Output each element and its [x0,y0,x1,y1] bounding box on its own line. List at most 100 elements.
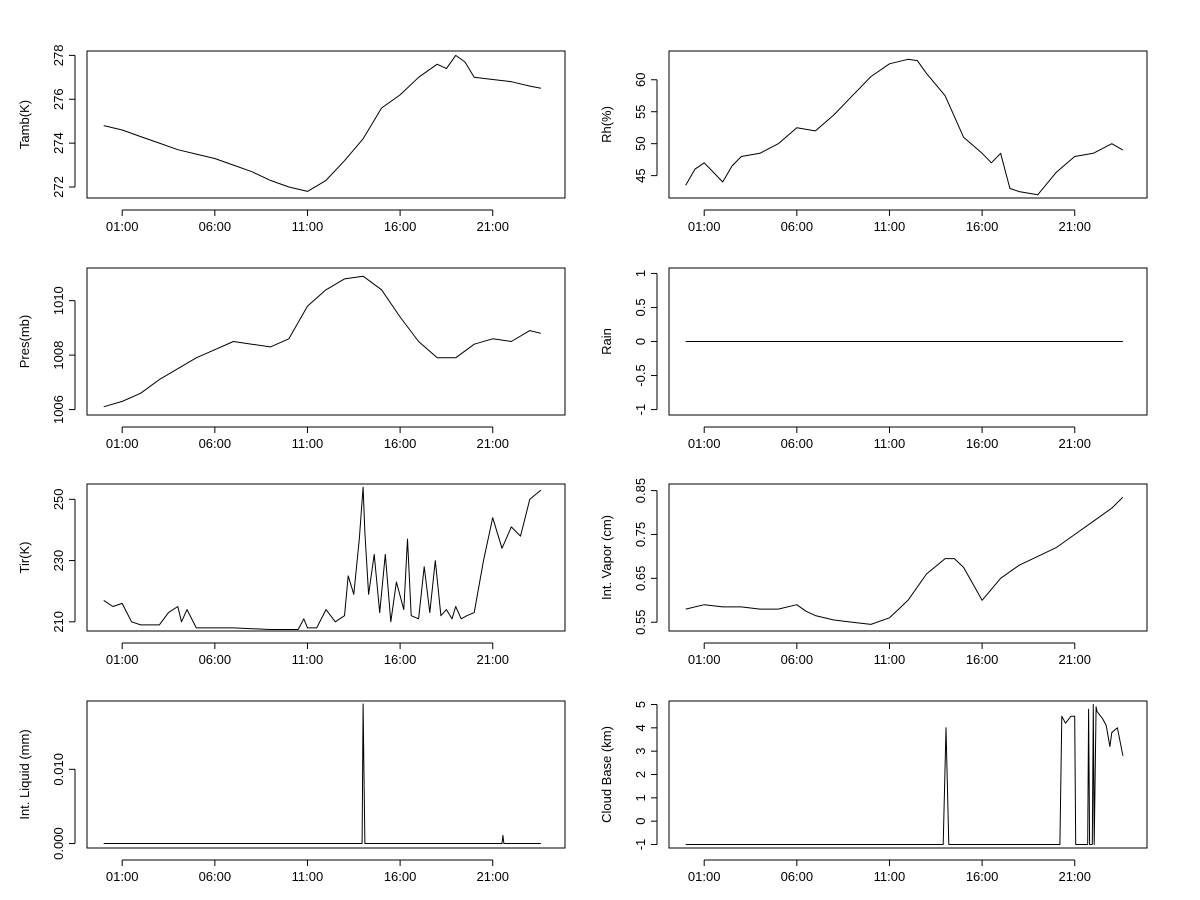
x-tick-label: 06:00 [781,436,814,451]
y-tick-label: 1 [633,270,648,277]
y-tick-label: 1006 [51,395,66,424]
y-tick-label: 230 [51,550,66,572]
x-tick-label: 16:00 [966,436,999,451]
series-line-1 [685,704,1124,845]
plot-frame [86,483,566,632]
plot-frame [668,700,1148,849]
x-tick-label: 16:00 [966,652,999,667]
y-tick-label: 1008 [51,341,66,370]
y-tick-label: 0 [633,818,648,825]
series-line-1 [103,703,541,844]
y-tick-label: 272 [51,176,66,198]
y-tick-label: 0.75 [633,522,648,547]
plot-frame [86,700,566,849]
x-tick-label: 11:00 [292,869,324,884]
x-tick-label: 11:00 [874,652,906,667]
y-tick-label: 0.85 [633,478,648,503]
x-tick-label: 01:00 [688,869,721,884]
y-tick-label: 0 [633,338,648,345]
panel-4: 01:00 06:00 11:00 16:00 21:00 -1 -0.5 0 0.5 1 Rain [599,267,1148,451]
x-tick-label: 11:00 [874,436,906,451]
y-axis-title: Rh(%) [599,106,614,143]
x-tick-label: 01:00 [106,652,139,667]
x-tick-label: 16:00 [384,869,417,884]
y-axis-title: Int. Vapor (cm) [599,515,614,600]
x-tick-label: 01:00 [106,219,139,234]
y-tick-label: 1 [633,794,648,801]
plot-frame [668,483,1148,632]
x-tick-label: 11:00 [292,219,324,234]
y-axis-title: Pres(mb) [17,315,32,368]
panel-6: 01:00 06:00 11:00 16:00 21:00 0.55 0.65 0.75 0.8… [599,478,1148,667]
y-tick-label: 0.5 [633,298,648,316]
x-tick-label: 16:00 [384,436,417,451]
x-tick-label: 01:00 [106,436,139,451]
y-tick-label: 278 [51,45,66,67]
panel-3: 01:00 06:00 11:00 16:00 21:00 1006 1008 1010 Pre… [17,267,566,451]
x-tick-label: 11:00 [874,869,906,884]
x-tick-label: 11:00 [874,219,906,234]
x-tick-label: 21:00 [1058,652,1091,667]
y-tick-label: 45 [633,168,648,182]
x-tick-label: 06:00 [781,219,814,234]
y-axis-title: Rain [599,328,614,355]
x-tick-label: 21:00 [1058,219,1091,234]
y-tick-label: 0.000 [51,827,66,860]
series-line-1 [685,496,1124,625]
y-tick-label: 4 [633,724,648,731]
y-tick-label: -0.5 [633,364,648,386]
x-tick-label: 16:00 [384,219,417,234]
y-tick-label: -1 [633,404,648,416]
x-tick-label: 01:00 [688,652,721,667]
x-tick-label: 06:00 [199,869,232,884]
x-tick-label: 21:00 [476,219,509,234]
plot-frame [668,267,1148,416]
x-tick-label: 06:00 [781,869,814,884]
plot-frame [86,267,566,416]
y-tick-label: 60 [633,73,648,87]
x-tick-label: 21:00 [476,869,509,884]
y-axis-title: Tir(K) [17,541,32,573]
y-tick-label: -1 [633,839,648,851]
x-tick-label: 06:00 [199,652,232,667]
x-tick-label: 06:00 [199,436,232,451]
y-tick-label: 5 [633,701,648,708]
x-tick-label: 06:00 [781,652,814,667]
y-tick-label: 3 [633,748,648,755]
series-line-1 [103,275,542,408]
x-tick-label: 11:00 [292,652,324,667]
x-tick-label: 21:00 [1058,869,1091,884]
panel-5: 01:00 06:00 11:00 16:00 21:00 210 230 250 Tir(K) [17,483,566,667]
panel-7: 01:00 06:00 11:00 16:00 21:00 0.000 0.010 Int. … [17,700,566,884]
x-tick-label: 21:00 [476,652,509,667]
panel-8: 01:00 06:00 11:00 16:00 21:00 -1 0 1 2 3 4 5 Cloud B… [599,700,1148,884]
x-tick-label: 01:00 [688,219,721,234]
y-tick-label: 55 [633,104,648,118]
x-tick-label: 16:00 [966,219,999,234]
series-line-1 [103,54,541,192]
x-tick-label: 16:00 [384,652,417,667]
x-tick-label: 21:00 [1058,436,1091,451]
y-tick-label: 210 [51,611,66,633]
x-tick-label: 01:00 [688,436,721,451]
x-tick-label: 11:00 [292,436,324,451]
x-tick-label: 01:00 [106,869,139,884]
y-tick-label: 0.65 [633,566,648,591]
y-tick-label: 276 [51,88,66,110]
y-tick-label: 0.010 [51,753,66,786]
plot-frame [86,50,566,199]
y-tick-label: 2 [633,771,648,778]
series-line-1 [685,58,1124,196]
y-axis-title: Int. Liquid (mm) [17,729,32,819]
y-tick-label: 1010 [51,286,66,315]
x-tick-label: 16:00 [966,869,999,884]
panel-2: 01:00 06:00 11:00 16:00 21:00 45 50 55 60 Rh(%) [599,50,1148,234]
y-tick-label: 250 [51,488,66,510]
y-axis-title: Cloud Base (km) [599,726,614,823]
y-tick-label: 0.55 [633,610,648,635]
series-line-1 [103,486,542,630]
panel-1: 01:00 06:00 11:00 16:00 21:00 272 274 276 278 Tam… [17,45,566,234]
y-tick-label: 50 [633,136,648,150]
y-axis-title: Tamb(K) [17,100,32,149]
